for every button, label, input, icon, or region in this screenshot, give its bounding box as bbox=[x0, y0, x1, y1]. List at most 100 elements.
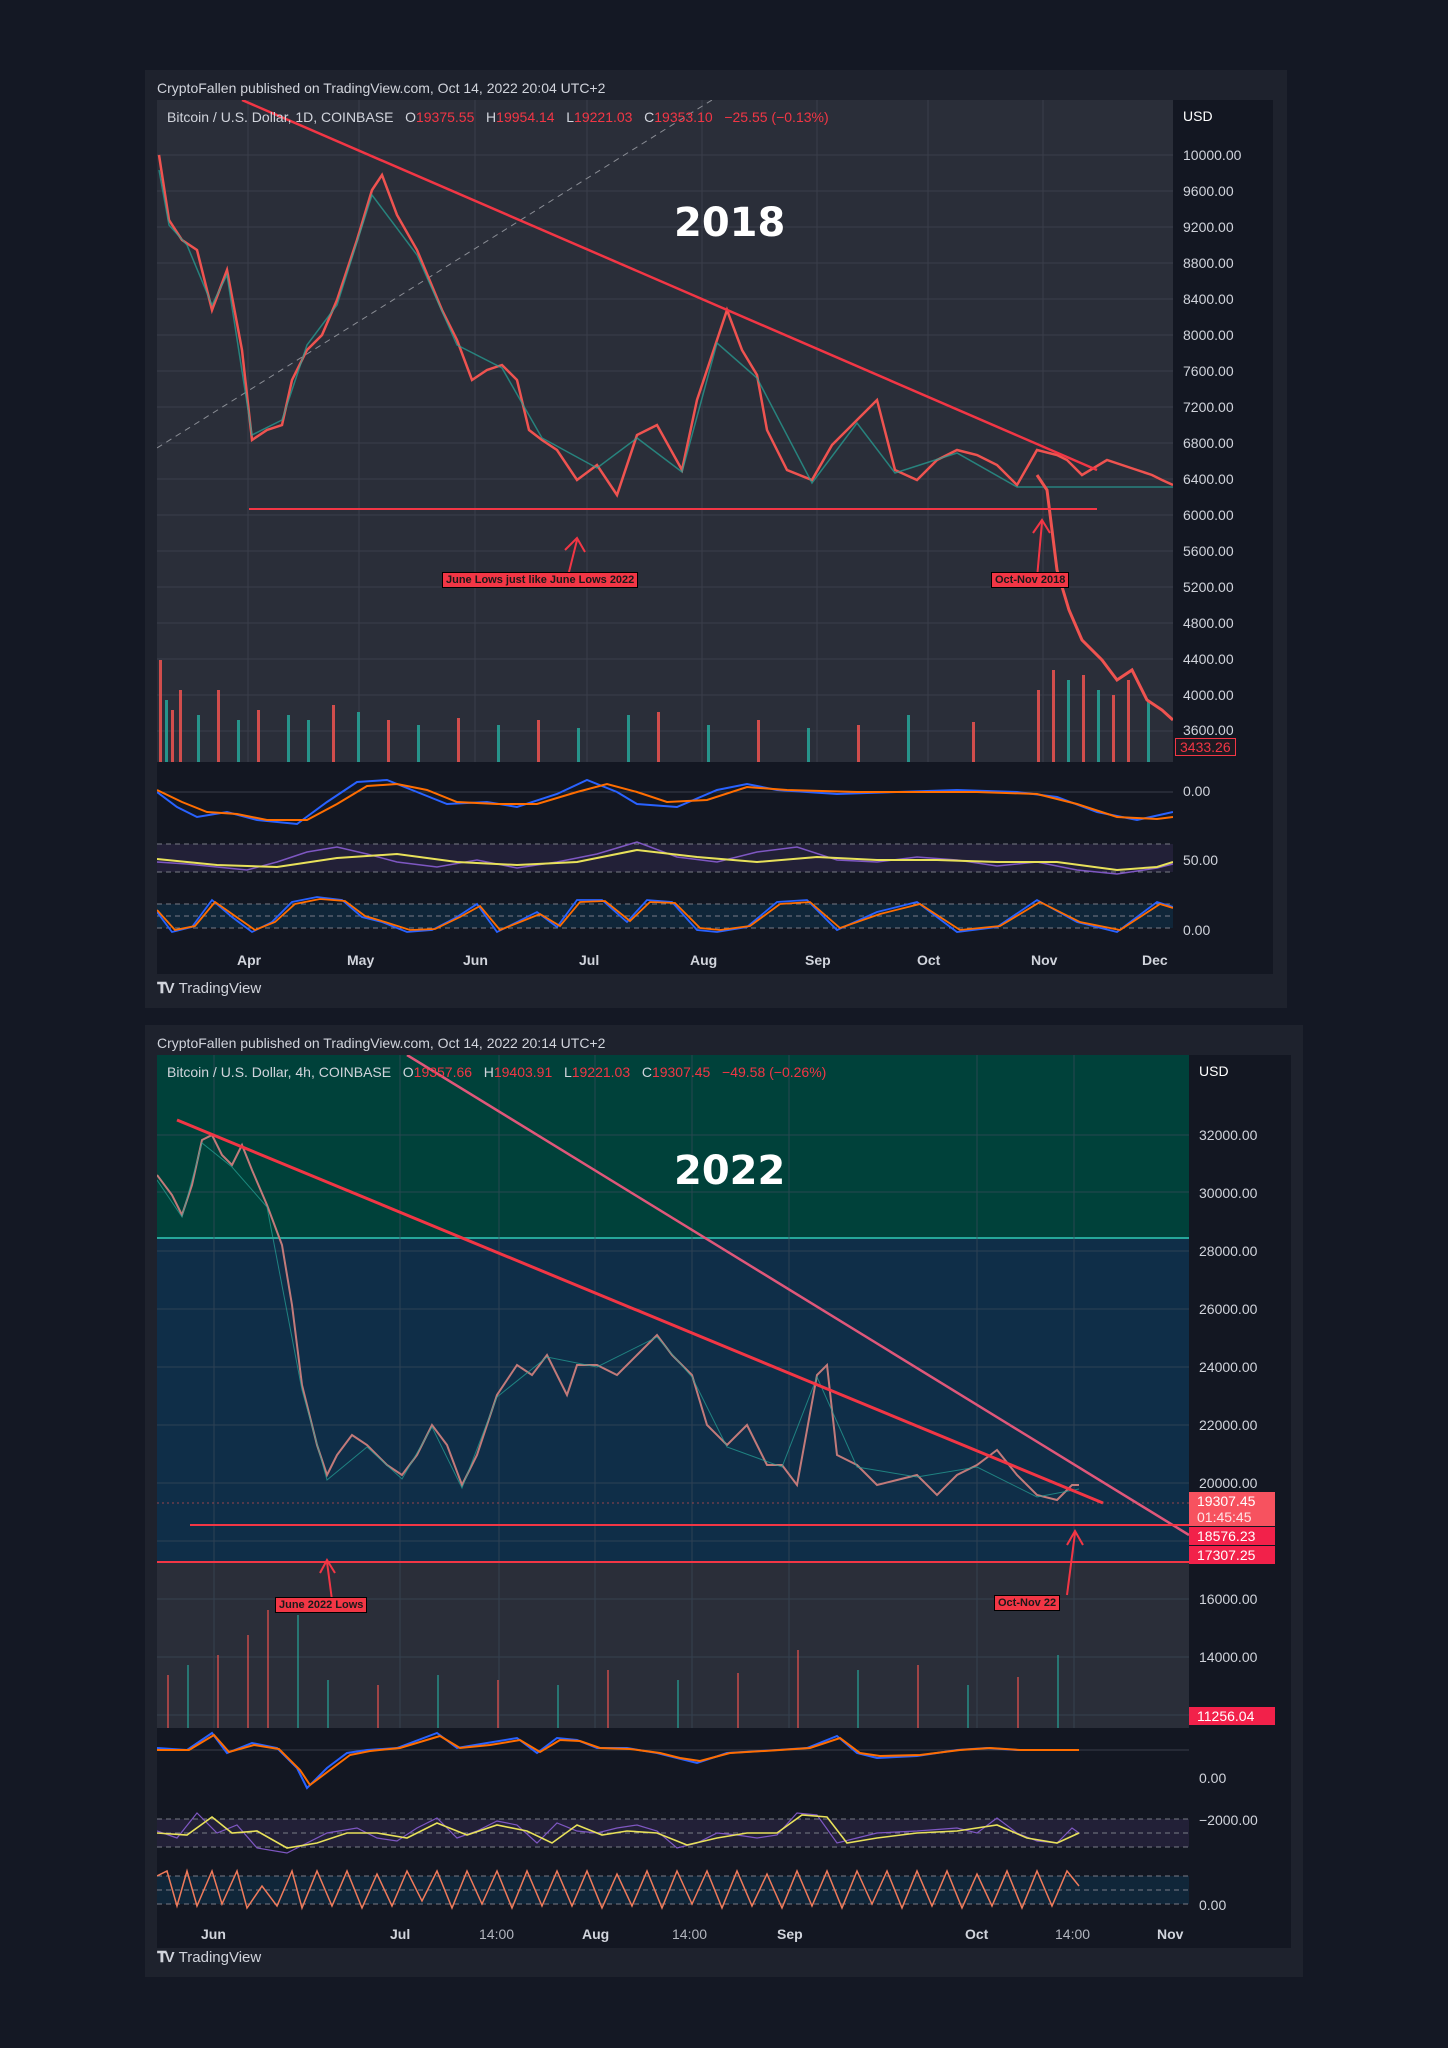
stoch-tick: 0.00 bbox=[1199, 1897, 1227, 1913]
price-tick: 20000.00 bbox=[1199, 1475, 1258, 1491]
time-tick: Apr bbox=[237, 952, 262, 968]
open-value: 19357.66 bbox=[413, 1064, 473, 1080]
annotation-june-2022-lows: June 2022 Lows bbox=[275, 1597, 368, 1613]
price-pane[interactable]: Bitcoin / U.S. Dollar, 4h, COINBASE O193… bbox=[157, 1055, 1189, 1728]
last-price-tag: 19307.45 01:45:45 bbox=[1189, 1492, 1275, 1526]
currency-label: USD bbox=[1183, 108, 1213, 124]
high-value: 19954.14 bbox=[496, 109, 555, 125]
chart-card-2022: CryptoFallen published on TradingView.co… bbox=[145, 1025, 1303, 1977]
volume-tag: 11256.04 bbox=[1189, 1707, 1275, 1725]
symbol-legend: Bitcoin / U.S. Dollar, 4h, COINBASE O193… bbox=[167, 1064, 827, 1080]
time-tick: Oct bbox=[965, 1926, 989, 1942]
change-value: −49.58 (−0.26%) bbox=[722, 1064, 827, 1080]
annotation-june-lows: June Lows just like June Lows 2022 bbox=[442, 572, 639, 588]
price-tick: 9200.00 bbox=[1183, 219, 1234, 235]
high-value: 19403.91 bbox=[493, 1064, 553, 1080]
price-tick: 5600.00 bbox=[1183, 543, 1234, 559]
tradingview-logo[interactable]: 𝐓V TradingView bbox=[157, 1949, 262, 1966]
change-value: −25.55 (−0.13%) bbox=[724, 109, 829, 125]
annotation-oct-nov-22: Oct-Nov 22 bbox=[994, 1595, 1061, 1611]
price-tick: 8000.00 bbox=[1183, 327, 1234, 343]
price-tick: 28000.00 bbox=[1199, 1243, 1258, 1259]
rsi-svg bbox=[157, 841, 1173, 875]
time-tick: 14:00 bbox=[672, 1926, 708, 1942]
macd-svg bbox=[157, 1731, 1189, 1790]
price-pane[interactable]: Bitcoin / U.S. Dollar, 1D, COINBASE O193… bbox=[157, 100, 1173, 762]
rsi-pane[interactable] bbox=[157, 832, 1173, 892]
price-tick: 30000.00 bbox=[1199, 1185, 1258, 1201]
publish-info: CryptoFallen published on TradingView.co… bbox=[157, 80, 606, 96]
symbol-name: Bitcoin / U.S. Dollar, 1D, COINBASE bbox=[167, 109, 394, 125]
macd-pane[interactable] bbox=[157, 1728, 1189, 1803]
rsi-svg bbox=[157, 1812, 1189, 1854]
time-tick: Nov bbox=[1031, 952, 1058, 968]
last-price-tag: 3433.26 bbox=[1175, 738, 1236, 756]
year-label: 2018 bbox=[674, 200, 786, 246]
price-tick: 6800.00 bbox=[1183, 435, 1234, 451]
macd-tick: 0.00 bbox=[1183, 783, 1211, 799]
macd-tick: −2000.00 bbox=[1199, 1812, 1258, 1828]
time-tick: May bbox=[347, 952, 375, 968]
price-tick: 7200.00 bbox=[1183, 399, 1234, 415]
price-tick: 9600.00 bbox=[1183, 183, 1234, 199]
low-value: 19221.03 bbox=[571, 1064, 631, 1080]
stoch-tick: 0.00 bbox=[1183, 922, 1211, 938]
stoch-svg bbox=[157, 1868, 1189, 1911]
symbol-legend: Bitcoin / U.S. Dollar, 1D, COINBASE O193… bbox=[167, 109, 829, 125]
stoch-pane[interactable] bbox=[157, 1866, 1189, 1916]
tradingview-logo-icon: 𝐓V bbox=[157, 980, 175, 997]
time-tick: Jul bbox=[579, 952, 600, 968]
price-tick: 26000.00 bbox=[1199, 1301, 1258, 1317]
tradingview-logo-icon: 𝐓V bbox=[157, 1949, 175, 1966]
price-tick: 5200.00 bbox=[1183, 579, 1234, 595]
support-price-tag: 17307.25 bbox=[1189, 1546, 1275, 1564]
price-tick: 8800.00 bbox=[1183, 255, 1234, 271]
price-tick: 4800.00 bbox=[1183, 615, 1234, 631]
macd-pane[interactable] bbox=[157, 762, 1173, 832]
macd-svg bbox=[157, 778, 1173, 826]
close-value: 19307.45 bbox=[651, 1064, 711, 1080]
countdown: 01:45:45 bbox=[1197, 1509, 1252, 1525]
price-tick: 4000.00 bbox=[1183, 687, 1234, 703]
time-tick: Jun bbox=[201, 1926, 226, 1942]
time-tick: Oct bbox=[917, 952, 941, 968]
price-chart-svg bbox=[157, 100, 1173, 762]
time-axis[interactable]: Jun Jul 14:00 Aug 14:00 Sep Oct 14:00 No… bbox=[157, 1916, 1291, 1948]
price-tick: 6000.00 bbox=[1183, 507, 1234, 523]
time-tick: Nov bbox=[1157, 1926, 1184, 1942]
price-axis[interactable]: USD 10000.00 9600.00 9200.00 8800.00 840… bbox=[1173, 100, 1273, 942]
price-tick: 7600.00 bbox=[1183, 363, 1234, 379]
close-value: 19353.10 bbox=[654, 109, 713, 125]
price-tick: 22000.00 bbox=[1199, 1417, 1258, 1433]
time-axis[interactable]: Apr May Jun Jul Aug Sep Oct Nov Dec bbox=[157, 942, 1273, 974]
price-axis[interactable]: USD 32000.00 30000.00 28000.00 26000.00 … bbox=[1189, 1055, 1291, 1916]
rsi-tick: 50.00 bbox=[1183, 852, 1219, 868]
time-tick: Sep bbox=[777, 1926, 803, 1942]
price-tick: 24000.00 bbox=[1199, 1359, 1258, 1375]
open-value: 19375.55 bbox=[415, 109, 475, 125]
price-tick: 6400.00 bbox=[1183, 471, 1234, 487]
price-tick: 16000.00 bbox=[1199, 1591, 1258, 1607]
support-price-tag: 18576.23 bbox=[1189, 1527, 1275, 1545]
chart-card-2018: CryptoFallen published on TradingView.co… bbox=[145, 70, 1287, 1008]
stoch-svg bbox=[157, 896, 1173, 934]
year-label: 2022 bbox=[674, 1148, 786, 1194]
annotation-oct-nov-2018: Oct-Nov 2018 bbox=[991, 572, 1070, 588]
price-tick: 14000.00 bbox=[1199, 1649, 1258, 1665]
rsi-pane[interactable] bbox=[157, 1803, 1189, 1866]
time-tick: Jul bbox=[390, 1926, 411, 1942]
time-tick: Dec bbox=[1142, 952, 1168, 968]
low-value: 19221.03 bbox=[574, 109, 633, 125]
price-tick: 10000.00 bbox=[1183, 147, 1242, 163]
time-tick: 14:00 bbox=[479, 1926, 515, 1942]
time-tick: Aug bbox=[582, 1926, 610, 1942]
currency-label: USD bbox=[1199, 1063, 1229, 1079]
publish-info: CryptoFallen published on TradingView.co… bbox=[157, 1035, 606, 1051]
price-tick: 3600.00 bbox=[1183, 722, 1234, 738]
symbol-name: Bitcoin / U.S. Dollar, 4h, COINBASE bbox=[167, 1064, 392, 1080]
tradingview-logo[interactable]: 𝐓V TradingView bbox=[157, 980, 262, 997]
stoch-pane[interactable] bbox=[157, 892, 1173, 942]
time-tick: Jun bbox=[463, 952, 488, 968]
price-chart-svg bbox=[157, 1055, 1189, 1728]
time-tick: Aug bbox=[690, 952, 718, 968]
